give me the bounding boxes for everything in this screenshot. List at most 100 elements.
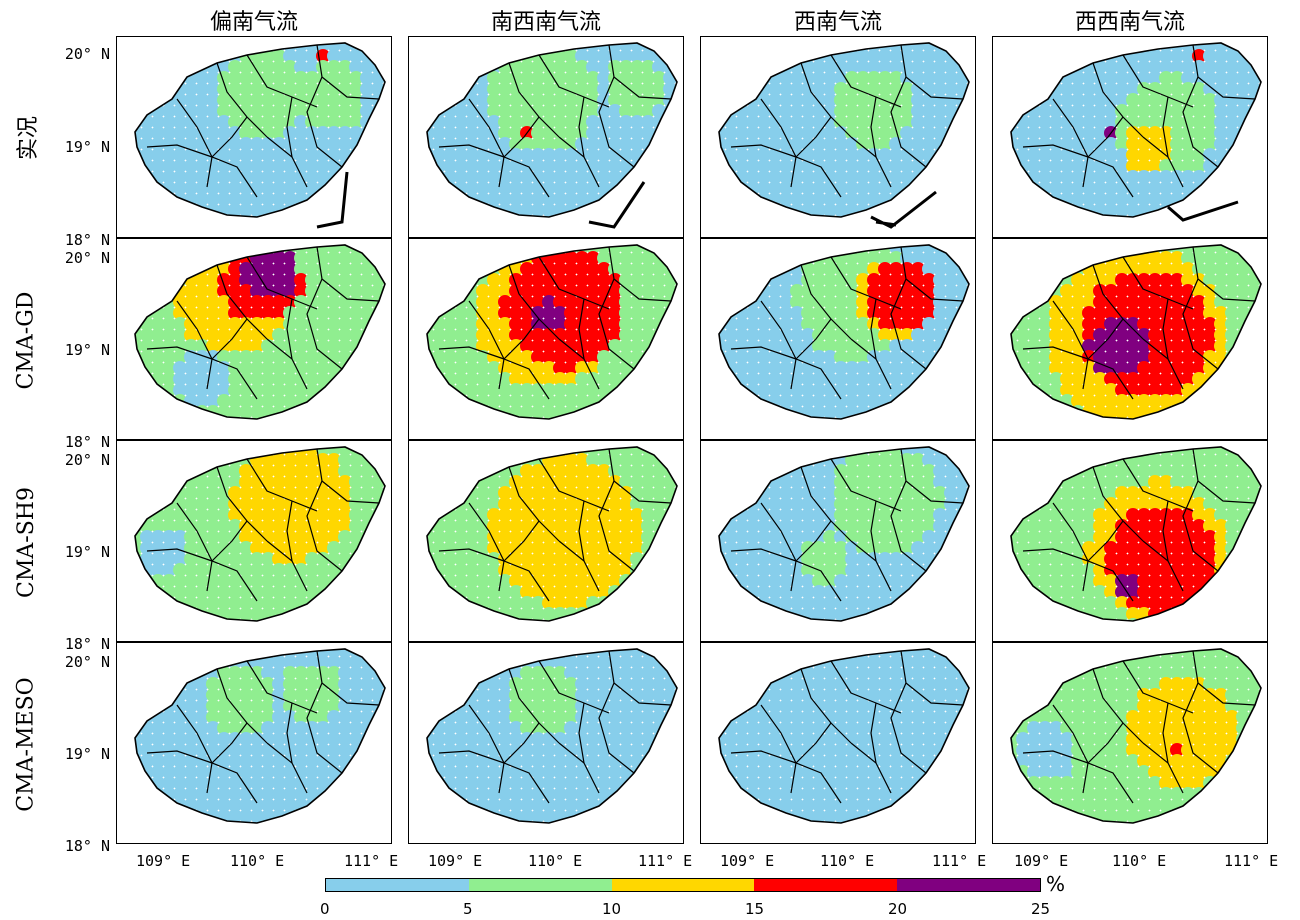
station-dot (768, 126, 782, 140)
station-dot (531, 563, 545, 577)
station-dot (1214, 126, 1228, 140)
station-dot (487, 563, 501, 577)
station-dot (316, 530, 330, 544)
station-dot (520, 405, 534, 419)
station-dot (1038, 159, 1052, 173)
station-dot (272, 585, 286, 599)
station-dot (305, 475, 319, 489)
station-dot (1170, 453, 1184, 467)
station-dot (498, 49, 512, 63)
station-dot (1225, 284, 1239, 298)
station-dot (564, 574, 578, 588)
station-dot (856, 563, 870, 577)
station-dot (933, 618, 947, 621)
station-dot (360, 383, 374, 397)
station-dot (305, 262, 319, 276)
station-dot (597, 181, 611, 195)
station-dot (724, 192, 738, 206)
station-dot (217, 214, 231, 217)
station-dot (823, 295, 837, 309)
station-dot (779, 245, 793, 254)
station-dot (955, 585, 969, 599)
station-dot (1192, 104, 1206, 118)
station-dot (955, 563, 969, 577)
station-dot (476, 60, 490, 74)
station-dot (674, 203, 677, 217)
station-dot (1093, 563, 1107, 577)
station-dot (1038, 350, 1052, 364)
station-dot (801, 350, 815, 364)
station-dot (531, 339, 545, 353)
station-dot (834, 508, 848, 522)
station-dot (427, 563, 435, 577)
station-dot (371, 350, 385, 364)
station-dot (1027, 447, 1041, 456)
station-dot (944, 486, 958, 500)
station-dot (834, 574, 848, 588)
station-dot (338, 607, 352, 621)
station-dot (564, 372, 578, 386)
station-dot (509, 530, 523, 544)
station-dot (432, 394, 446, 408)
station-dot (933, 453, 947, 467)
station-dot (719, 361, 727, 375)
station-dot (283, 328, 297, 342)
station-dot (294, 585, 308, 599)
station-dot (878, 383, 892, 397)
station-dot (867, 170, 881, 184)
station-dot (382, 181, 385, 195)
station-dot (1016, 181, 1030, 195)
station-dot (746, 372, 760, 386)
station-dot (1148, 383, 1162, 397)
station-dot (228, 71, 242, 85)
station-dot (746, 262, 760, 276)
station-dot (476, 317, 490, 331)
station-dot (1203, 104, 1217, 118)
station-dot (823, 519, 837, 533)
station-dot (173, 563, 187, 577)
station-dot (427, 618, 435, 621)
station-dot (1225, 416, 1239, 419)
station-dot (768, 93, 782, 107)
station-dot (724, 475, 738, 489)
station-dot (1093, 115, 1107, 129)
station-dot (1049, 295, 1063, 309)
station-dot (1258, 383, 1261, 397)
station-dot (1159, 262, 1173, 276)
station-dot (966, 93, 969, 107)
station-dot (316, 126, 330, 140)
station-dot (757, 497, 771, 511)
station-dot (790, 137, 804, 151)
station-dot (1225, 49, 1239, 63)
station-dot (553, 126, 567, 140)
station-dot (427, 82, 435, 96)
station-dot (1115, 295, 1129, 309)
station-dot (630, 416, 644, 419)
station-dot (498, 137, 512, 151)
station-dot (674, 214, 677, 217)
station-dot (1137, 82, 1151, 96)
station-dot (878, 618, 892, 621)
station-dot (790, 394, 804, 408)
station-dot (327, 339, 341, 353)
station-dot (878, 552, 892, 566)
county-border (900, 448, 964, 504)
station-dot (608, 192, 622, 206)
station-dot (151, 251, 165, 265)
station-dot (845, 361, 859, 375)
station-dot (900, 574, 914, 588)
station-dot (1170, 339, 1184, 353)
station-dot (586, 115, 600, 129)
station-dot (206, 618, 220, 621)
station-dot (1126, 82, 1140, 96)
station-dot (955, 541, 969, 555)
lat-label-18: 18° N (64, 837, 110, 855)
station-dot (779, 43, 793, 52)
station-dot (652, 541, 666, 555)
station-dot (360, 170, 374, 184)
station-dot (371, 170, 385, 184)
station-dot (487, 416, 501, 419)
station-dot (349, 497, 363, 511)
station-dot (294, 181, 308, 195)
station-dot (261, 508, 275, 522)
